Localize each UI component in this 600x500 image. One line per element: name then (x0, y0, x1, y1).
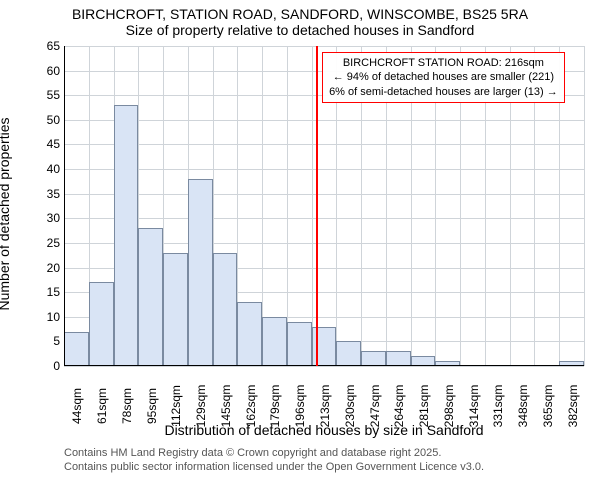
y-tick-label: 65 (30, 39, 60, 53)
annotation-line: ← 94% of detached houses are smaller (22… (329, 70, 558, 84)
y-tick-label: 0 (30, 359, 60, 373)
y-tick-label: 50 (30, 113, 60, 127)
x-tick-label: 145sqm (219, 385, 233, 428)
x-tick-label: 264sqm (392, 385, 406, 428)
histogram-bar (262, 317, 287, 366)
chart-title-line2: Size of property relative to detached ho… (0, 22, 600, 38)
x-tick-label: 365sqm (541, 385, 555, 428)
grid-line-v (584, 46, 585, 366)
histogram-bar (213, 253, 238, 366)
x-tick-label: 348sqm (516, 385, 530, 428)
histogram-bar (361, 351, 386, 366)
x-tick-label: 179sqm (268, 385, 282, 428)
y-tick-label: 5 (30, 334, 60, 348)
histogram-bar (287, 322, 312, 366)
x-tick-label: 95sqm (145, 388, 159, 424)
grid-line-h (64, 169, 584, 170)
x-tick-label: 61sqm (95, 388, 109, 424)
y-axis-label: Number of detached properties (0, 114, 12, 314)
grid-line-h (64, 120, 584, 121)
x-axis-label: Distribution of detached houses by size … (154, 422, 494, 438)
grid-line-h (64, 218, 584, 219)
x-tick-label: 162sqm (244, 385, 258, 428)
footer-attribution: Contains HM Land Registry data © Crown c… (64, 446, 484, 475)
x-tick-label: 247sqm (368, 385, 382, 428)
grid-line-h (64, 144, 584, 145)
histogram-bar (114, 105, 139, 366)
grid-line-h (64, 46, 584, 47)
annotation-box: BIRCHCROFT STATION ROAD: 216sqm← 94% of … (322, 52, 565, 103)
annotation-line: 6% of semi-detached houses are larger (1… (329, 85, 558, 99)
x-tick-label: 314sqm (467, 385, 481, 428)
y-tick-label: 45 (30, 137, 60, 151)
histogram-bar (89, 282, 114, 366)
histogram-bar (386, 351, 411, 366)
y-tick-label: 20 (30, 261, 60, 275)
footer-line1: Contains HM Land Registry data © Crown c… (64, 446, 484, 460)
plot-area: BIRCHCROFT STATION ROAD: 216sqm← 94% of … (64, 46, 584, 366)
x-tick-label: 129sqm (194, 385, 208, 428)
grid-line-v (287, 46, 288, 366)
grid-line-h (64, 366, 584, 367)
grid-line-v (312, 46, 313, 366)
x-tick-label: 112sqm (169, 385, 183, 427)
chart-title-line1: BIRCHCROFT, STATION ROAD, SANDFORD, WINS… (0, 0, 600, 22)
histogram-bar (336, 341, 361, 366)
y-tick-label: 55 (30, 88, 60, 102)
y-tick-label: 30 (30, 211, 60, 225)
histogram-bar (237, 302, 262, 366)
y-tick-label: 15 (30, 285, 60, 299)
x-tick-label: 331sqm (491, 385, 505, 428)
x-tick-label: 230sqm (343, 385, 357, 428)
x-tick-label: 382sqm (566, 385, 580, 428)
x-axis-line (64, 365, 584, 366)
x-tick-label: 298sqm (442, 385, 456, 428)
y-tick-label: 60 (30, 64, 60, 78)
histogram-bar (188, 179, 213, 366)
footer-line2: Contains public sector information licen… (64, 460, 484, 474)
y-tick-label: 35 (30, 187, 60, 201)
annotation-line: BIRCHCROFT STATION ROAD: 216sqm (329, 56, 558, 70)
histogram-bar (163, 253, 188, 366)
y-tick-label: 25 (30, 236, 60, 250)
y-tick-label: 40 (30, 162, 60, 176)
histogram-bar (138, 228, 163, 366)
y-tick-label: 10 (30, 310, 60, 324)
histogram-bar (64, 332, 89, 366)
grid-line-h (64, 194, 584, 195)
x-tick-label: 281sqm (417, 385, 431, 428)
chart-container: BIRCHCROFT, STATION ROAD, SANDFORD, WINS… (0, 0, 600, 500)
x-tick-label: 213sqm (318, 385, 332, 428)
y-axis-line (64, 46, 65, 366)
x-tick-label: 44sqm (70, 388, 84, 424)
reference-marker-line (316, 46, 318, 366)
x-tick-label: 78sqm (120, 388, 134, 424)
x-tick-label: 196sqm (293, 385, 307, 428)
